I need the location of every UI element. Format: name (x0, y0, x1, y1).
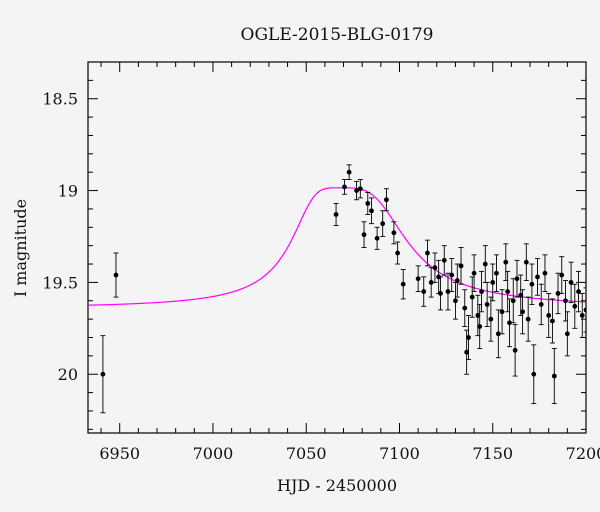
data-point (559, 272, 565, 278)
data-point (550, 318, 555, 324)
data-point (538, 302, 544, 307)
y-axis-label: I magnitude (11, 199, 30, 297)
data-point (421, 289, 427, 294)
data-point (361, 232, 367, 238)
data-point (380, 221, 386, 227)
data-point (546, 313, 552, 318)
data-point (568, 279, 574, 285)
x-tick-label: 7200 (566, 444, 600, 463)
data-point (432, 265, 438, 271)
data-point (525, 316, 531, 322)
data-point (514, 276, 520, 282)
data-point (523, 259, 529, 265)
data-point (425, 250, 430, 256)
data-point (484, 302, 490, 307)
data-point (579, 313, 585, 318)
plot-area: 6950 7000 7050 7100 7150 7200 18.5 19 19.5 20 (42, 61, 600, 463)
data-point (462, 305, 468, 311)
data-point (475, 313, 481, 318)
data-point (479, 289, 484, 294)
data-point (576, 289, 581, 294)
data-point (551, 373, 557, 379)
y-tick-label: 20 (58, 365, 78, 384)
data-point (453, 298, 458, 304)
data-point (583, 307, 586, 313)
data-point (503, 259, 509, 265)
data-point (482, 261, 488, 267)
data-point (100, 371, 106, 377)
plot-frame (87, 61, 587, 434)
data-point (428, 279, 434, 285)
data-point (564, 331, 570, 337)
data-point (374, 235, 380, 241)
data-point (369, 208, 374, 214)
data-point (488, 316, 494, 322)
data-point (529, 281, 535, 287)
data-point (518, 292, 524, 298)
data-point (495, 331, 501, 337)
data-point (346, 169, 352, 175)
y-tick-label: 18.5 (42, 90, 78, 109)
data-point (499, 309, 505, 315)
data-point (507, 320, 512, 326)
x-tick-label: 7000 (193, 444, 234, 463)
data-point (520, 309, 525, 315)
data-point (535, 274, 540, 280)
data-point (555, 291, 561, 296)
data-point (505, 289, 511, 294)
data-point (391, 230, 397, 236)
data-point (563, 298, 568, 304)
data-point (542, 270, 548, 276)
data-point (445, 289, 451, 294)
data-point (449, 272, 455, 278)
data-point (510, 298, 516, 304)
x-tick-label: 7150 (472, 444, 513, 463)
data-point (572, 303, 578, 309)
data-point (477, 324, 483, 329)
data-point (415, 276, 421, 282)
data-point (357, 186, 363, 192)
y-tick-label: 19.5 (42, 273, 78, 292)
x-axis-label: HJD - 2450000 (277, 476, 397, 495)
chart-title: OGLE-2015-BLG-0179 (241, 25, 434, 45)
data-point (354, 188, 359, 193)
x-tick-label: 7100 (379, 444, 420, 463)
data-point (438, 291, 443, 296)
data-point (471, 270, 477, 276)
data-point (400, 281, 406, 287)
data-point (494, 270, 499, 276)
data-point (469, 294, 475, 300)
data-point (342, 184, 347, 190)
y-tick-label: 19 (58, 182, 78, 201)
model-curve (88, 187, 586, 306)
data-point (458, 263, 464, 269)
data-point (384, 197, 389, 203)
data-point (512, 347, 518, 353)
data-point (464, 349, 470, 355)
data-point (113, 272, 119, 278)
data-point (365, 201, 371, 206)
data-point (454, 278, 460, 283)
data-point (395, 250, 401, 256)
data-point (490, 279, 496, 285)
x-tick-label: 7050 (286, 444, 327, 463)
x-tick-label: 6950 (99, 444, 140, 463)
data-point (466, 335, 471, 340)
data-point (441, 257, 447, 263)
data-point (333, 212, 339, 217)
data-point (531, 371, 537, 377)
